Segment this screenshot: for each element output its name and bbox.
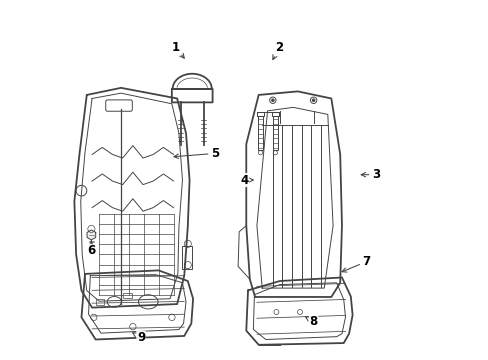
Bar <box>123 293 132 298</box>
Polygon shape <box>87 230 96 240</box>
Bar <box>272 116 277 150</box>
Text: 1: 1 <box>171 41 184 58</box>
Text: 2: 2 <box>272 41 283 59</box>
Circle shape <box>269 97 276 103</box>
Text: 4: 4 <box>240 174 253 186</box>
Circle shape <box>270 99 274 102</box>
Text: 9: 9 <box>132 331 145 344</box>
Text: 7: 7 <box>342 255 370 272</box>
Bar <box>258 116 262 150</box>
Text: 5: 5 <box>174 147 219 160</box>
Bar <box>182 246 192 269</box>
Text: 6: 6 <box>87 241 95 257</box>
Bar <box>271 112 278 116</box>
Text: 3: 3 <box>361 168 380 181</box>
Circle shape <box>310 97 316 103</box>
Bar <box>257 112 264 116</box>
Text: 8: 8 <box>305 315 317 328</box>
Bar <box>96 299 104 305</box>
Circle shape <box>311 99 315 102</box>
